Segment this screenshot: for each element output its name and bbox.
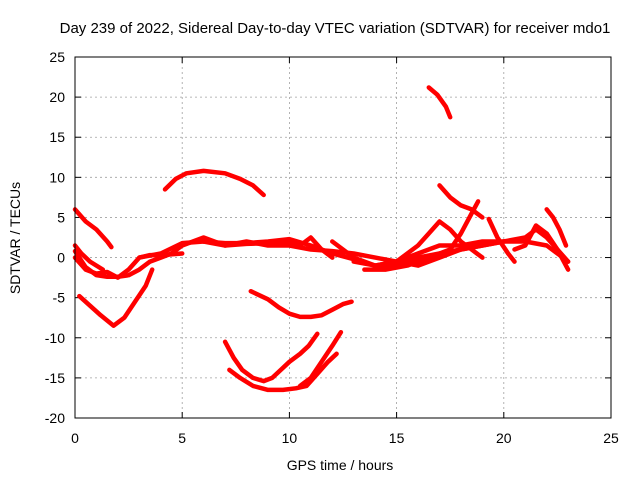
series-arc15 (512, 223, 571, 272)
y-tick-label: 25 (49, 49, 65, 65)
series-arc5 (77, 267, 155, 328)
x-tick-label: 5 (178, 430, 186, 446)
x-tick-label: 10 (282, 430, 298, 446)
series-arc12 (362, 199, 481, 272)
series-arc21 (297, 329, 344, 389)
y-tick-label: 10 (49, 169, 65, 185)
grid (75, 57, 611, 418)
series-arc14 (486, 216, 517, 264)
x-tick-label: 25 (603, 430, 619, 446)
data-series (72, 85, 571, 393)
series-arc16 (544, 207, 569, 248)
series-arc1 (72, 207, 114, 250)
series-arc2 (72, 243, 106, 272)
series-arc6 (162, 168, 266, 198)
x-tick-label: 15 (389, 430, 405, 446)
series-arc13 (437, 183, 485, 220)
x-tick-label: 20 (496, 430, 512, 446)
y-tick-label: -15 (45, 370, 65, 386)
y-tick-label: 0 (57, 250, 65, 266)
x-axis-ticks: 0 5 10 15 20 25 (71, 57, 619, 446)
series-arc19 (222, 331, 320, 384)
series-arc11 (351, 219, 485, 268)
y-tick-label: 15 (49, 129, 65, 145)
y-tick-label: -20 (45, 410, 65, 426)
series-arc20 (227, 351, 339, 393)
y-axis-ticks: -20 -15 -10 -5 0 5 10 15 20 25 (45, 49, 611, 426)
plot-frame (74, 56, 612, 419)
y-tick-label: 20 (49, 89, 65, 105)
y-tick-label: -10 (45, 330, 65, 346)
y-axis-label: SDTVAR / TECUs (7, 182, 23, 294)
series-arc10 (330, 227, 571, 268)
x-axis-label: GPS time / hours (287, 457, 394, 473)
chart-title: Day 239 of 2022, Sidereal Day-to-day VTE… (60, 20, 611, 37)
series-arc18 (248, 288, 354, 320)
series-arc9 (201, 235, 335, 260)
series-arc17 (426, 85, 453, 120)
y-tick-label: -5 (53, 290, 66, 306)
x-tick-label: 0 (71, 430, 79, 446)
y-tick-label: 5 (57, 209, 65, 225)
